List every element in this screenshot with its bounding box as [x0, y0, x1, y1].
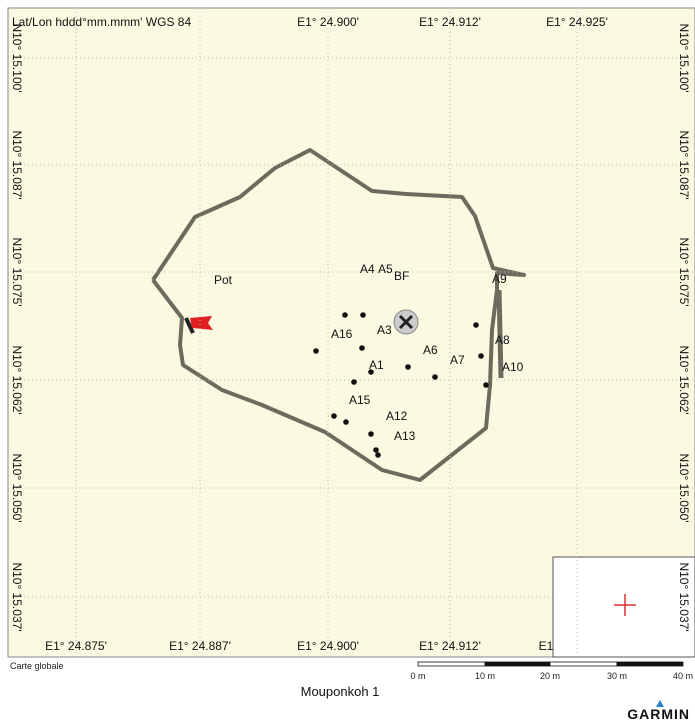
boundary [151, 148, 526, 482]
waypoint-label: A15 [349, 393, 371, 407]
scale-label: 30 m [607, 671, 627, 681]
waypoint-dot [368, 369, 374, 375]
waypoint-dot [343, 419, 349, 425]
lat-label: N10° 15.050' [677, 453, 691, 522]
overview-label: Carte globale [10, 661, 64, 671]
lat-label: N10° 15.100' [10, 23, 24, 92]
lon-label: E1° 24.912' [419, 15, 481, 29]
lon-label: E1° 24.925' [546, 15, 608, 29]
waypoint-dot [478, 353, 484, 359]
lat-label: N10° 15.062' [10, 345, 24, 414]
scale-bar-segment [616, 661, 684, 667]
waypoint-label: A12 [386, 409, 408, 423]
brand-logo [656, 700, 664, 707]
lat-label: N10° 15.037' [677, 562, 691, 631]
waypoint-label: A13 [394, 429, 416, 443]
brand: GARMIN [627, 706, 690, 722]
scale-label: 20 m [540, 671, 560, 681]
lon-label: E1° 24.912' [419, 639, 481, 653]
lat-label: N10° 15.075' [10, 237, 24, 306]
waypoint-label: A6 [423, 343, 438, 357]
lat-label: N10° 15.087' [10, 130, 24, 199]
lon-label: E1° 24.900' [297, 639, 359, 653]
overview-box [552, 556, 695, 658]
lat-label: N10° 15.037' [10, 562, 24, 631]
flag-label: Pot [214, 273, 233, 287]
lat-label: N10° 15.087' [677, 130, 691, 199]
waypoint-dot [483, 382, 489, 388]
boundary-segment [184, 317, 195, 334]
boundary-segment [496, 289, 504, 379]
waypoint-dot [313, 348, 319, 354]
map-background [7, 7, 695, 658]
center-marker-x [398, 314, 414, 330]
waypoint-label: A9 [492, 272, 507, 286]
lon-label: E1° 24.900' [297, 15, 359, 29]
waypoint-dot [405, 364, 411, 370]
scale-bar-segment [417, 661, 486, 667]
scale-label: 0 m [410, 671, 425, 681]
center-label: BF [394, 269, 409, 283]
waypoint-dot [368, 431, 374, 437]
waypoint-dot [331, 413, 337, 419]
lat-label: N10° 15.050' [10, 453, 24, 522]
waypoint-dot [359, 345, 365, 351]
waypoint-label: A8 [495, 333, 510, 347]
lon-label: E1 [539, 639, 554, 653]
lon-label: E1° 24.887' [169, 639, 231, 653]
waypoint-label: A5 [378, 262, 393, 276]
waypoint-label: A16 [331, 327, 353, 341]
datum-label: Lat/Lon hddd°mm.mmm' WGS 84 [12, 15, 191, 29]
waypoint-label: A10 [502, 360, 524, 374]
waypoint-label: A4 [360, 262, 375, 276]
overview-cursor [614, 594, 636, 616]
flag [190, 316, 213, 330]
scale-bar-segment [549, 661, 618, 667]
scale-label: 40 m [673, 671, 693, 681]
lat-label: N10° 15.062' [677, 345, 691, 414]
scale-label: 10 m [475, 671, 495, 681]
waypoint-label: A7 [450, 353, 465, 367]
waypoint-dot [473, 322, 479, 328]
waypoint-dot [432, 374, 438, 380]
waypoint-dot [375, 452, 381, 458]
map-title: Mouponkoh 1 [301, 684, 380, 699]
lon-label: E1° 24.875' [45, 639, 107, 653]
waypoint-dot [373, 447, 379, 453]
waypoint-label: A1 [369, 358, 384, 372]
lat-label: N10° 15.100' [677, 23, 691, 92]
scale-bar-segment [484, 661, 551, 667]
waypoint-dot [360, 312, 366, 318]
lat-label: N10° 15.075' [677, 237, 691, 306]
waypoint-dot [351, 379, 357, 385]
waypoint-label: A3 [377, 323, 392, 337]
waypoint-dot [342, 312, 348, 318]
